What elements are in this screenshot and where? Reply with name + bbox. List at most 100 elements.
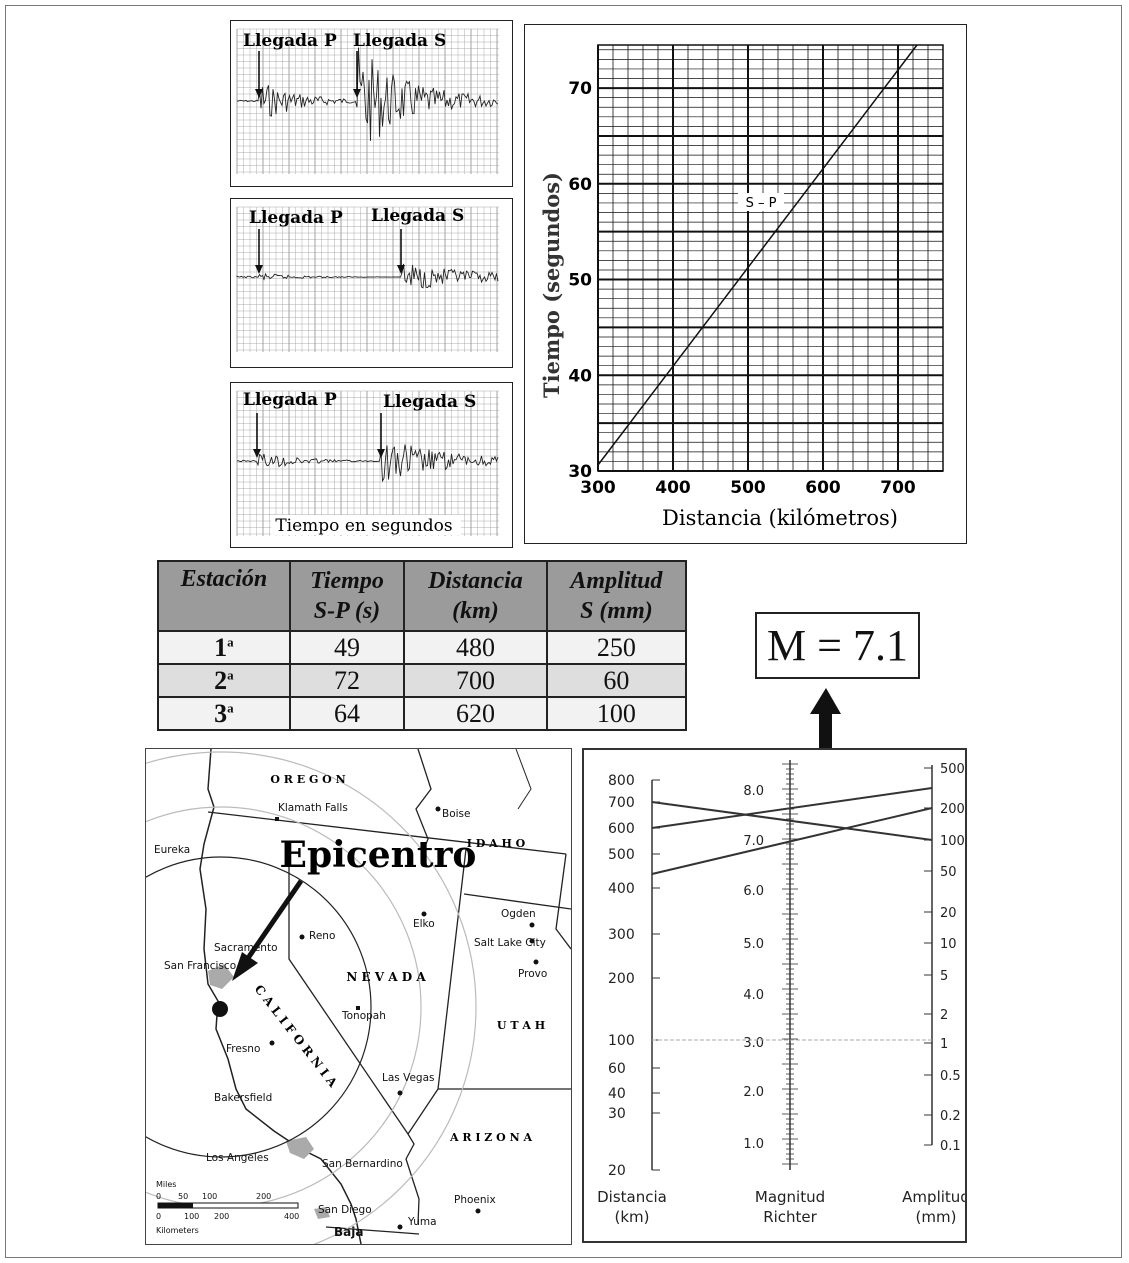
nomo-amplitude-tick: 0.2 [940, 1109, 961, 1124]
sp-chart-svg: 300 400 500 600 700 30 40 50 60 70 S – P Tiempo (… [539, 44, 944, 530]
nomo-distance-unit: (km) [614, 1208, 649, 1226]
amplitude-cell: 100 [545, 696, 688, 731]
scale-tick: 100 [184, 1212, 199, 1221]
nomo-amplitude-tick: 10 [940, 937, 957, 952]
station-cell: 2a [157, 663, 291, 698]
sp-line-label: S – P [746, 196, 777, 211]
nomo-magnitude-tick: 5.0 [743, 937, 764, 952]
state-label: I D A H O [467, 837, 526, 850]
station-cell: 3a [157, 696, 291, 731]
city-label: Fresno [226, 1043, 260, 1055]
nomo-amplitude-tick: 0.5 [940, 1069, 961, 1084]
distance-cell: 700 [403, 663, 548, 698]
header-text: Tiempo [310, 568, 384, 594]
seismogram-station-2: Llegada P Llegada S [230, 198, 513, 368]
nomo-distance-label: Distancia [597, 1188, 667, 1206]
seismogram-plot: Llegada P Llegada S [236, 28, 499, 174]
sp-y-tick: 40 [568, 366, 592, 386]
stations-table: Estación Tiempo S-P (s) Distancia (km) Amp… [157, 560, 688, 731]
nomo-distance-tick: 500 [608, 847, 635, 863]
epicenter-label: Epicentro [280, 834, 477, 876]
table-header-row: Estación Tiempo S-P (s) Distancia (km) Amp… [157, 560, 688, 632]
nomo-distance-tick: 300 [608, 927, 635, 943]
epicenter-map: Epicentro O R E G O N I D A H O N E V A … [145, 748, 572, 1245]
seismogram-station-3: Llegada P Llegada S Tiempo en segundos [230, 382, 513, 548]
time-cell: 72 [288, 663, 406, 698]
header-text: Distancia [428, 568, 523, 594]
city-label: Elko [413, 918, 435, 930]
header-text: S (mm) [580, 598, 653, 624]
s-arrival-label: Llegada S [371, 206, 464, 226]
sp-line [597, 44, 918, 466]
epicenter-arrow-icon [232, 952, 258, 981]
nomo-distance-tick: 600 [608, 821, 635, 837]
map-svg: Epicentro O R E G O N I D A H O N E V A … [146, 749, 571, 1244]
nomo-magnitude-tick: 6.0 [743, 884, 764, 899]
nomo-amplitude-tick: 0.1 [940, 1139, 961, 1154]
nomo-amplitude-tick: 100 [940, 834, 965, 849]
station-ordinal: a [227, 666, 234, 682]
magnitude-result-box: M = 7.1 [755, 612, 920, 679]
header-amplitude: Amplitud S (mm) [545, 560, 688, 632]
scale-tick: 0 [156, 1212, 161, 1221]
state-label: A R I Z O N A [449, 1131, 532, 1144]
nomo-distance-tick: 100 [608, 1033, 635, 1049]
city-label: Baja [334, 1225, 363, 1239]
city-label: Ogden [501, 908, 536, 920]
header-text: (km) [452, 598, 499, 624]
nomo-distance-tick: 400 [608, 881, 635, 897]
nomo-amplitude-tick: 20 [940, 906, 957, 921]
city-label: Sacramento [214, 942, 278, 954]
city-label: Los Angeles [206, 1152, 269, 1164]
scale-tick: 50 [178, 1192, 188, 1201]
station-cell: 1a [157, 630, 291, 665]
sp-time-distance-chart: 300 400 500 600 700 30 40 50 60 70 S – P Tiempo (… [524, 24, 967, 544]
s-arrival-label: Llegada S [353, 31, 446, 51]
time-axis-label: Tiempo en segundos [275, 516, 452, 536]
time-cell: 64 [288, 696, 406, 731]
city-label: San Francisco [164, 960, 236, 972]
nomo-magnitude-tick: 2.0 [743, 1085, 764, 1100]
table-row: 2a 72 700 60 [157, 663, 688, 698]
header-text: Amplitud [570, 568, 663, 594]
sp-x-tick: 500 [730, 478, 766, 498]
nomo-distance-tick: 200 [608, 971, 635, 987]
header-text: S-P (s) [313, 598, 381, 624]
header-station: Estación [157, 560, 291, 632]
nomo-amplitude-tick: 500 [940, 762, 965, 777]
nomo-distance-tick: 60 [608, 1061, 626, 1077]
city-label: San Diego [318, 1204, 372, 1216]
time-cell: 49 [288, 630, 406, 665]
nomo-magnitude-tick: 4.0 [743, 988, 764, 1003]
amplitude-cell: 60 [545, 663, 688, 698]
sp-xlabel: Distancia (kilómetros) [662, 506, 898, 530]
nomo-amplitude-tick: 200 [940, 802, 965, 817]
header-distance: Distancia (km) [403, 560, 548, 632]
sp-x-tick: 600 [805, 478, 841, 498]
epicenter-marker [212, 1001, 228, 1017]
nomo-amplitude-tick: 2 [940, 1008, 948, 1023]
sp-y-tick: 70 [568, 79, 592, 99]
sp-y-tick: 30 [568, 462, 592, 482]
seismogram-station-1: Llegada P Llegada S [230, 20, 513, 187]
nomo-amplitude-tick: 50 [940, 865, 957, 880]
nomogram-svg: 800 700 600 500 400 300 200 100 60 40 30 20 8.0 7.0 6.… [597, 760, 965, 1226]
sp-x-tick: 400 [655, 478, 691, 498]
table-row: 1a 49 480 250 [157, 630, 688, 665]
nomo-amplitude-unit: (mm) [916, 1208, 957, 1226]
nomo-distance-tick: 20 [608, 1163, 626, 1179]
station-number: 1 [214, 632, 228, 662]
nomo-magnitude-tick: 3.0 [743, 1036, 764, 1051]
city-label: Eureka [154, 844, 190, 856]
nomo-amplitude-label: Amplitud [902, 1188, 965, 1206]
s-arrival-label: Llegada S [383, 392, 476, 412]
scale-tick: 200 [256, 1192, 271, 1201]
p-arrival-label: Llegada P [243, 31, 337, 51]
state-label: C A L I F O R N I A [252, 982, 341, 1090]
header-text: Estación [180, 566, 268, 592]
page-frame [5, 5, 1122, 1258]
nomo-magnitude-tick: 1.0 [743, 1137, 764, 1152]
seismogram-plot: Llegada P Llegada S Tiempo en segundos [236, 390, 499, 536]
scale-tick: 400 [284, 1212, 299, 1221]
city-label: San Bernardino [322, 1158, 403, 1170]
